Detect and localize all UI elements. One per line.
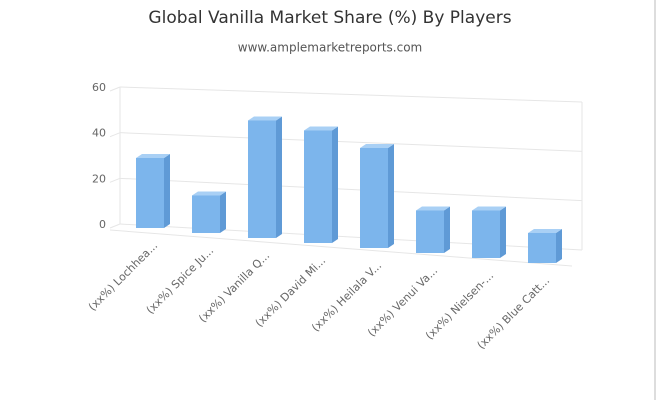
bar-side [388, 144, 394, 248]
bar [472, 206, 506, 258]
bar [304, 126, 338, 243]
floor-edge [109, 229, 573, 267]
bar-top [360, 144, 394, 148]
grid-line-side [109, 132, 121, 138]
bar-side [556, 229, 562, 263]
bar-top [136, 154, 170, 158]
bar [248, 116, 282, 238]
bar-top [304, 126, 338, 131]
bar-side [276, 116, 282, 238]
bar-front [416, 210, 444, 253]
bar-top [192, 191, 226, 196]
bar [528, 229, 562, 263]
bar-front [304, 130, 332, 243]
bar-top [528, 229, 562, 233]
y-tick-label: 0 [99, 218, 106, 231]
grid-line [119, 86, 583, 103]
bar-top [472, 206, 506, 211]
bar-top [416, 206, 450, 211]
bar [192, 191, 226, 233]
grid-line [119, 223, 583, 251]
bar-side [332, 126, 338, 243]
y-tick-label: 40 [92, 127, 106, 140]
bar-front [136, 158, 164, 228]
grid-line-side [109, 177, 121, 183]
chart-subtitle: www.amplemarketreports.com [238, 41, 422, 55]
bar [136, 154, 170, 228]
bar [416, 206, 450, 253]
chart-title: Global Vanilla Market Share (%) By Playe… [148, 8, 511, 28]
bar-front [472, 210, 500, 258]
y-tick-label: 60 [92, 81, 106, 94]
y-tick-label: 20 [92, 172, 106, 185]
grid-line-side [109, 86, 121, 92]
bar-side [164, 154, 170, 228]
grid-line [119, 132, 583, 152]
grid-line [119, 177, 583, 202]
bar-front [360, 148, 388, 248]
bar-top [248, 116, 282, 121]
bar-front [248, 120, 276, 238]
bar-side [220, 191, 226, 233]
bar-front [192, 195, 220, 233]
bar-side [500, 206, 506, 258]
bars [136, 116, 562, 263]
bar-side [444, 206, 450, 253]
bar [360, 144, 394, 248]
bar-front [528, 233, 556, 263]
grid-line-side [109, 223, 121, 229]
